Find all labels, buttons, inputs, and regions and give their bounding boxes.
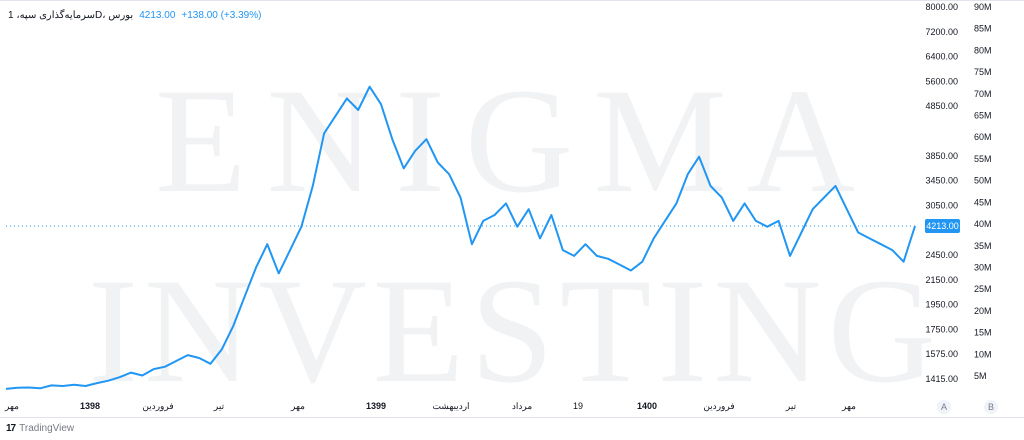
time-tick-label: اردیبهشت [432,401,469,412]
price-tick-label: 1575.00 [925,349,958,359]
price-tick-label: 1750.00 [925,324,958,334]
time-tick-label: تیر [213,401,225,412]
volume-tick-label: 90M [974,2,992,12]
price-line [5,85,916,390]
time-axis[interactable]: مهر 1398 فروردین تیر مهر 1399 اردیبهشت مرداد 19 1… [4,401,856,412]
last-price-tag-bg [925,218,960,233]
price-series [5,85,916,390]
last-price-tag-label: 4213.00 [926,221,959,231]
time-tick-label: مهر [290,401,305,412]
legend-price: 4213.00 [139,10,176,21]
time-tick-label: فروردین [142,401,173,412]
watermark-line-1: ENIGMA [155,58,875,224]
legend: سرمایه‌گذاری سپه، 1D، بورس 4213.00 +138.… [8,10,261,21]
volume-tick-label: 45M [974,197,992,207]
volume-tick-label: 75M [974,67,992,77]
volume-tick-label: 10M [974,349,992,359]
volume-tick-label: 65M [974,111,992,121]
price-tick-label: 3450.00 [925,176,958,186]
time-tick-label: تیر [785,401,797,412]
price-tick-label: 3050.00 [925,200,958,210]
watermark: ENIGMA INVESTING [88,58,942,414]
price-axis[interactable]: 8000.00 7200.00 6400.00 5600.00 4850.00 3850.… [925,2,958,384]
price-tick-label: 6400.00 [925,52,958,62]
time-tick-label: 1399 [366,401,386,411]
time-tick-label: مهر [841,401,856,412]
price-tick-label: 2450.00 [925,250,958,260]
tradingview-logo-icon[interactable]: 17 [6,423,16,434]
price-tick-label: 4850.00 [925,101,958,111]
scale-mode-button[interactable]: B [984,400,998,414]
price-chart[interactable]: ENIGMA INVESTING 8000.00 7200.00 6400.00 560… [0,1,1024,419]
volume-tick-label: 15M [974,328,992,338]
volume-tick-label: 85M [974,24,992,34]
volume-tick-label: 70M [974,89,992,99]
volume-tick-label: 5M [974,371,987,381]
price-tick-label: 1415.00 [925,374,958,384]
price-tick-label: 5600.00 [925,76,958,86]
time-tick-label: 1400 [637,401,657,411]
volume-tick-label: 50M [974,176,992,186]
legend-change: +138.00 (+3.39%) [181,10,262,21]
price-tick-label: 3850.00 [925,151,958,161]
footer: 17 TradingView [6,423,74,434]
time-tick-label: 19 [573,401,583,411]
volume-tick-label: 80M [974,45,992,55]
price-tick-label: 1950.00 [925,300,958,310]
volume-tick-label: 20M [974,306,992,316]
last-price-tag: 4213.00 [925,218,960,233]
brand-name[interactable]: TradingView [19,423,75,434]
volume-tick-label: 40M [974,219,992,229]
time-tick-label: فروردین [703,401,734,412]
price-tick-label: 8000.00 [925,2,958,12]
chart-frame[interactable]: ENIGMA INVESTING 8000.00 7200.00 6400.00 560… [0,0,1024,418]
watermark-line-2: INVESTING [88,248,942,414]
volume-tick-label: 35M [974,241,992,251]
volume-tick-label: 30M [974,262,992,272]
volume-axis[interactable]: 90M 85M 80M 75M 70M 65M 60M 55M 50M 45M 40M 35M 30M 2… [974,2,992,381]
time-tick-label: مهر [4,401,19,412]
volume-tick-label: 55M [974,154,992,164]
volume-tick-label: 25M [974,284,992,294]
volume-tick-label: 60M [974,132,992,142]
time-tick-label: مرداد [512,401,532,412]
time-tick-label: 1398 [80,401,100,411]
auto-scale-button[interactable]: A [937,400,951,414]
symbol-title[interactable]: سرمایه‌گذاری سپه، 1D، بورس [8,10,134,21]
price-tick-label: 2150.00 [925,275,958,285]
price-tick-label: 7200.00 [925,27,958,37]
